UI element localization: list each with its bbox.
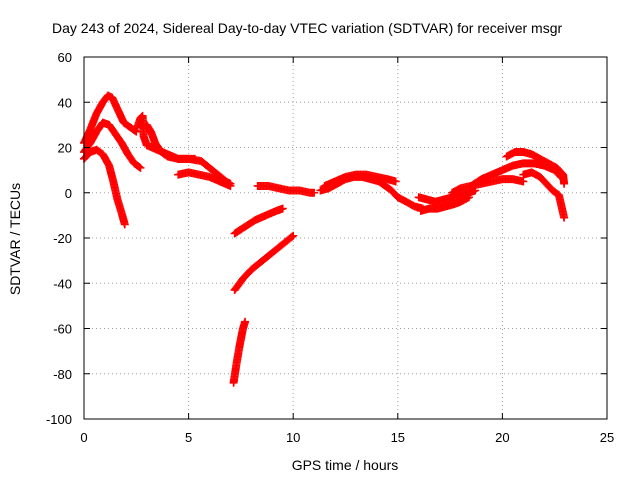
data-point xyxy=(391,177,400,186)
y-tick-label: 40 xyxy=(58,95,72,110)
y-tick-label: -40 xyxy=(53,276,72,291)
y-tick-label: 60 xyxy=(58,50,72,65)
x-tick-label: 0 xyxy=(80,430,87,445)
data-point xyxy=(278,204,287,213)
chart-title: Day 243 of 2024, Sidereal Day-to-day VTE… xyxy=(52,20,562,36)
data-point xyxy=(560,179,569,188)
data-point xyxy=(226,181,235,190)
data-point xyxy=(464,193,473,202)
data-point xyxy=(288,232,297,241)
series-trace-12 xyxy=(320,170,400,190)
y-tick-label: -100 xyxy=(46,412,72,427)
data-point xyxy=(289,231,298,240)
data-point xyxy=(132,127,141,136)
axis-ticks: 0 5 10 15 20 25 -100 -80 -60 -40 -20 0 20 40 60 xyxy=(46,50,614,445)
data-marks xyxy=(80,91,569,387)
y-tick-label: -60 xyxy=(53,322,72,337)
data-point xyxy=(241,317,250,326)
x-tick-label: 10 xyxy=(286,430,300,445)
series-trace-18 xyxy=(519,168,569,222)
x-axis-label: GPS time / hours xyxy=(292,457,399,473)
y-tick-label: 0 xyxy=(65,186,72,201)
series-trace-13 xyxy=(414,186,480,206)
data-point xyxy=(519,177,528,186)
series-trace-9 xyxy=(230,204,287,238)
series-trace-10 xyxy=(253,181,319,197)
data-point xyxy=(136,163,145,172)
series-trace-7 xyxy=(229,317,250,387)
x-tick-label: 15 xyxy=(391,430,405,445)
series-trace-14 xyxy=(416,193,473,215)
series-trace-1 xyxy=(80,91,141,147)
series-trace-6 xyxy=(174,168,235,190)
data-point xyxy=(120,220,129,229)
x-tick-label: 20 xyxy=(495,430,509,445)
series-trace-8 xyxy=(230,231,298,295)
data-point xyxy=(560,213,569,222)
y-tick-label: -20 xyxy=(53,231,72,246)
x-tick-label: 25 xyxy=(600,430,614,445)
data-point xyxy=(310,188,319,197)
y-axis-label: SDTVAR / TECUs xyxy=(7,183,23,295)
y-tick-label: 20 xyxy=(58,141,72,156)
x-tick-label: 5 xyxy=(185,430,192,445)
series-trace-17 xyxy=(502,148,569,188)
y-tick-label: -80 xyxy=(53,367,72,382)
series-trace-3 xyxy=(80,145,129,229)
data-point xyxy=(135,162,144,171)
series-trace-2 xyxy=(80,118,145,172)
